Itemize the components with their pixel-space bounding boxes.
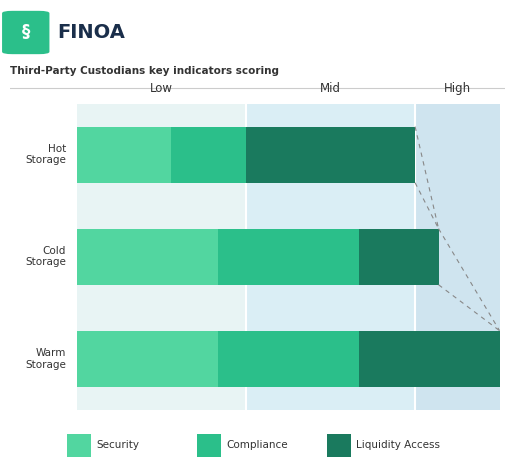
Text: Compliance: Compliance	[227, 440, 288, 450]
Bar	[218, 228, 359, 285]
Text: Low: Low	[150, 82, 173, 96]
Bar	[171, 127, 246, 183]
Text: §: §	[22, 23, 30, 41]
Bar	[218, 331, 359, 387]
Bar	[359, 331, 500, 387]
Text: Warm
Storage: Warm Storage	[25, 348, 66, 370]
Bar	[327, 434, 351, 457]
Bar	[77, 331, 218, 387]
Bar	[77, 127, 171, 183]
Text: Mid: Mid	[320, 82, 341, 96]
Bar	[359, 228, 439, 285]
Text: Liquidity Access: Liquidity Access	[356, 440, 440, 450]
Bar	[77, 104, 246, 410]
Text: Hot
Storage: Hot Storage	[25, 144, 66, 165]
FancyBboxPatch shape	[2, 11, 49, 54]
Text: FINOA: FINOA	[58, 24, 126, 42]
Bar	[197, 434, 221, 457]
Bar	[246, 104, 415, 410]
Bar	[415, 104, 500, 410]
Bar	[246, 127, 415, 183]
Bar	[67, 434, 91, 457]
Bar	[77, 228, 218, 285]
Text: Third-Party Custodians key indicators scoring: Third-Party Custodians key indicators sc…	[10, 66, 279, 76]
Text: Cold
Storage: Cold Storage	[25, 246, 66, 268]
Text: Security: Security	[97, 440, 140, 450]
Text: High: High	[444, 82, 471, 96]
